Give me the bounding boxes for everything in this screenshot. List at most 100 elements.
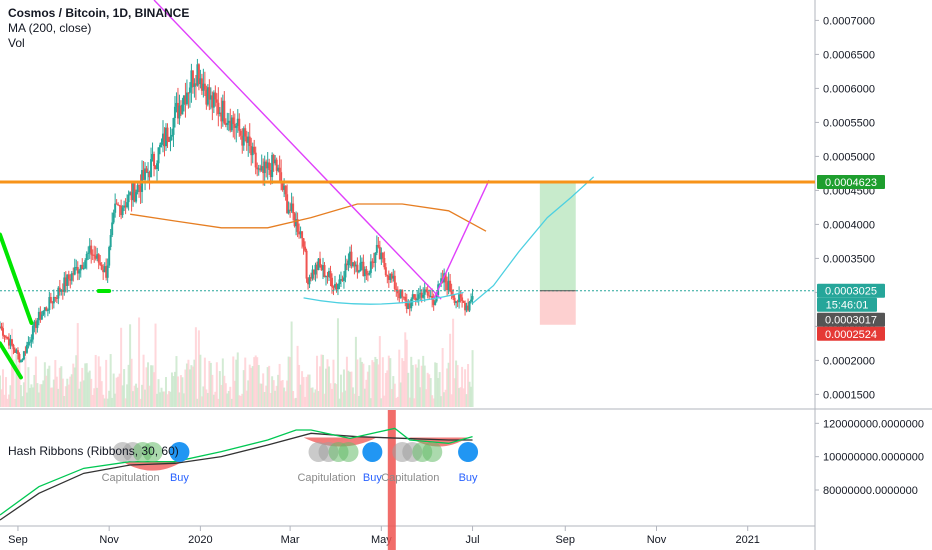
candle-body xyxy=(354,264,357,267)
volume-bar xyxy=(45,375,48,407)
volume-bar xyxy=(121,385,124,407)
candle-body xyxy=(206,87,209,105)
candle-body xyxy=(199,78,202,85)
volume-bar xyxy=(401,358,404,407)
volume-bar xyxy=(156,393,159,407)
candle-body xyxy=(350,251,353,267)
candle-body xyxy=(9,339,12,346)
volume-bar xyxy=(232,356,235,407)
volume-bar xyxy=(132,391,135,407)
candle-body xyxy=(117,204,120,206)
volume-bar xyxy=(410,356,413,407)
candle-body xyxy=(280,172,283,184)
candle-body xyxy=(465,305,468,311)
candle-body xyxy=(374,252,377,263)
volume-bar xyxy=(245,390,248,407)
candle-body xyxy=(227,120,230,123)
volume-bar xyxy=(365,379,368,407)
volume-bar xyxy=(369,398,372,407)
volume-bar xyxy=(76,323,79,407)
candle-body xyxy=(254,152,257,168)
volume-bar xyxy=(247,380,250,407)
candle-body xyxy=(468,301,471,311)
candle-body xyxy=(262,166,265,174)
candle-body xyxy=(284,185,287,195)
volume-bar xyxy=(395,398,398,407)
volume-bar xyxy=(70,374,73,407)
volume-bar xyxy=(416,367,419,407)
volume-bar xyxy=(75,355,78,407)
volume-bar xyxy=(190,365,193,407)
candle-body xyxy=(33,321,36,326)
candle-body xyxy=(272,154,275,164)
candle-body xyxy=(311,269,314,279)
volume-bar xyxy=(25,392,28,407)
price-tag-label: 0.0003017 xyxy=(825,315,877,327)
buy-circle xyxy=(362,442,383,462)
candle-body xyxy=(46,310,49,312)
candle-body xyxy=(304,246,307,251)
volume-bar xyxy=(145,367,148,407)
candle-body xyxy=(390,273,393,279)
candle-body xyxy=(224,123,227,125)
candle-body xyxy=(76,267,79,274)
volume-bar xyxy=(281,380,284,407)
candle-body xyxy=(229,120,232,131)
candle-body xyxy=(402,296,405,298)
volume-bar xyxy=(54,360,57,407)
volume-bar xyxy=(449,333,452,407)
volume-bar xyxy=(81,367,84,407)
volume-bar xyxy=(419,387,422,407)
volume-bar xyxy=(230,398,233,407)
candle-body xyxy=(114,203,117,213)
volume-bar xyxy=(52,379,55,407)
candle-body xyxy=(154,166,157,170)
candle-body xyxy=(49,297,52,303)
volume-bar xyxy=(164,377,167,407)
candle-body xyxy=(124,205,127,208)
candle-body xyxy=(16,350,19,354)
volume-bar xyxy=(39,384,42,407)
volume-bar xyxy=(87,372,90,407)
candle-body xyxy=(81,264,84,270)
volume-bar xyxy=(330,388,333,407)
volume-bar xyxy=(441,348,444,407)
projection-curve xyxy=(472,176,595,304)
volume-bar xyxy=(162,391,164,407)
volume-bar xyxy=(218,371,221,407)
candle-body xyxy=(244,128,247,137)
x-tick-label: Mar xyxy=(281,534,300,546)
trend-line xyxy=(433,179,490,300)
volume-bar xyxy=(159,392,162,407)
volume-bar xyxy=(79,381,82,407)
candle-body xyxy=(22,351,25,360)
volume-bar xyxy=(48,365,51,407)
volume-bar xyxy=(28,387,31,407)
candle-body xyxy=(162,133,164,143)
candle-body xyxy=(347,260,350,266)
candle-body xyxy=(378,246,381,260)
candle-body xyxy=(248,136,251,147)
volume-bar xyxy=(384,373,387,407)
volume-bar xyxy=(196,398,199,407)
candle-body xyxy=(13,349,16,353)
capitulation-label: Capitulation xyxy=(297,472,355,484)
candle-body xyxy=(200,78,203,91)
volume-bar xyxy=(387,355,390,407)
candle-body xyxy=(133,183,136,202)
candle-body xyxy=(148,172,151,178)
candle-body xyxy=(193,83,196,87)
volume-bar xyxy=(63,395,66,407)
volume-bar xyxy=(30,384,33,407)
candle-body xyxy=(108,247,111,266)
volume-bar xyxy=(182,393,185,407)
indicator-y-tick-label: 120000000.0000000 xyxy=(823,418,924,430)
volume-bar xyxy=(290,321,293,407)
candle-body xyxy=(333,284,336,288)
candle-body xyxy=(1,328,4,336)
candle-body xyxy=(197,64,200,85)
volume-bar xyxy=(166,394,169,407)
candle-body xyxy=(344,263,347,278)
volume-bar xyxy=(411,365,414,407)
